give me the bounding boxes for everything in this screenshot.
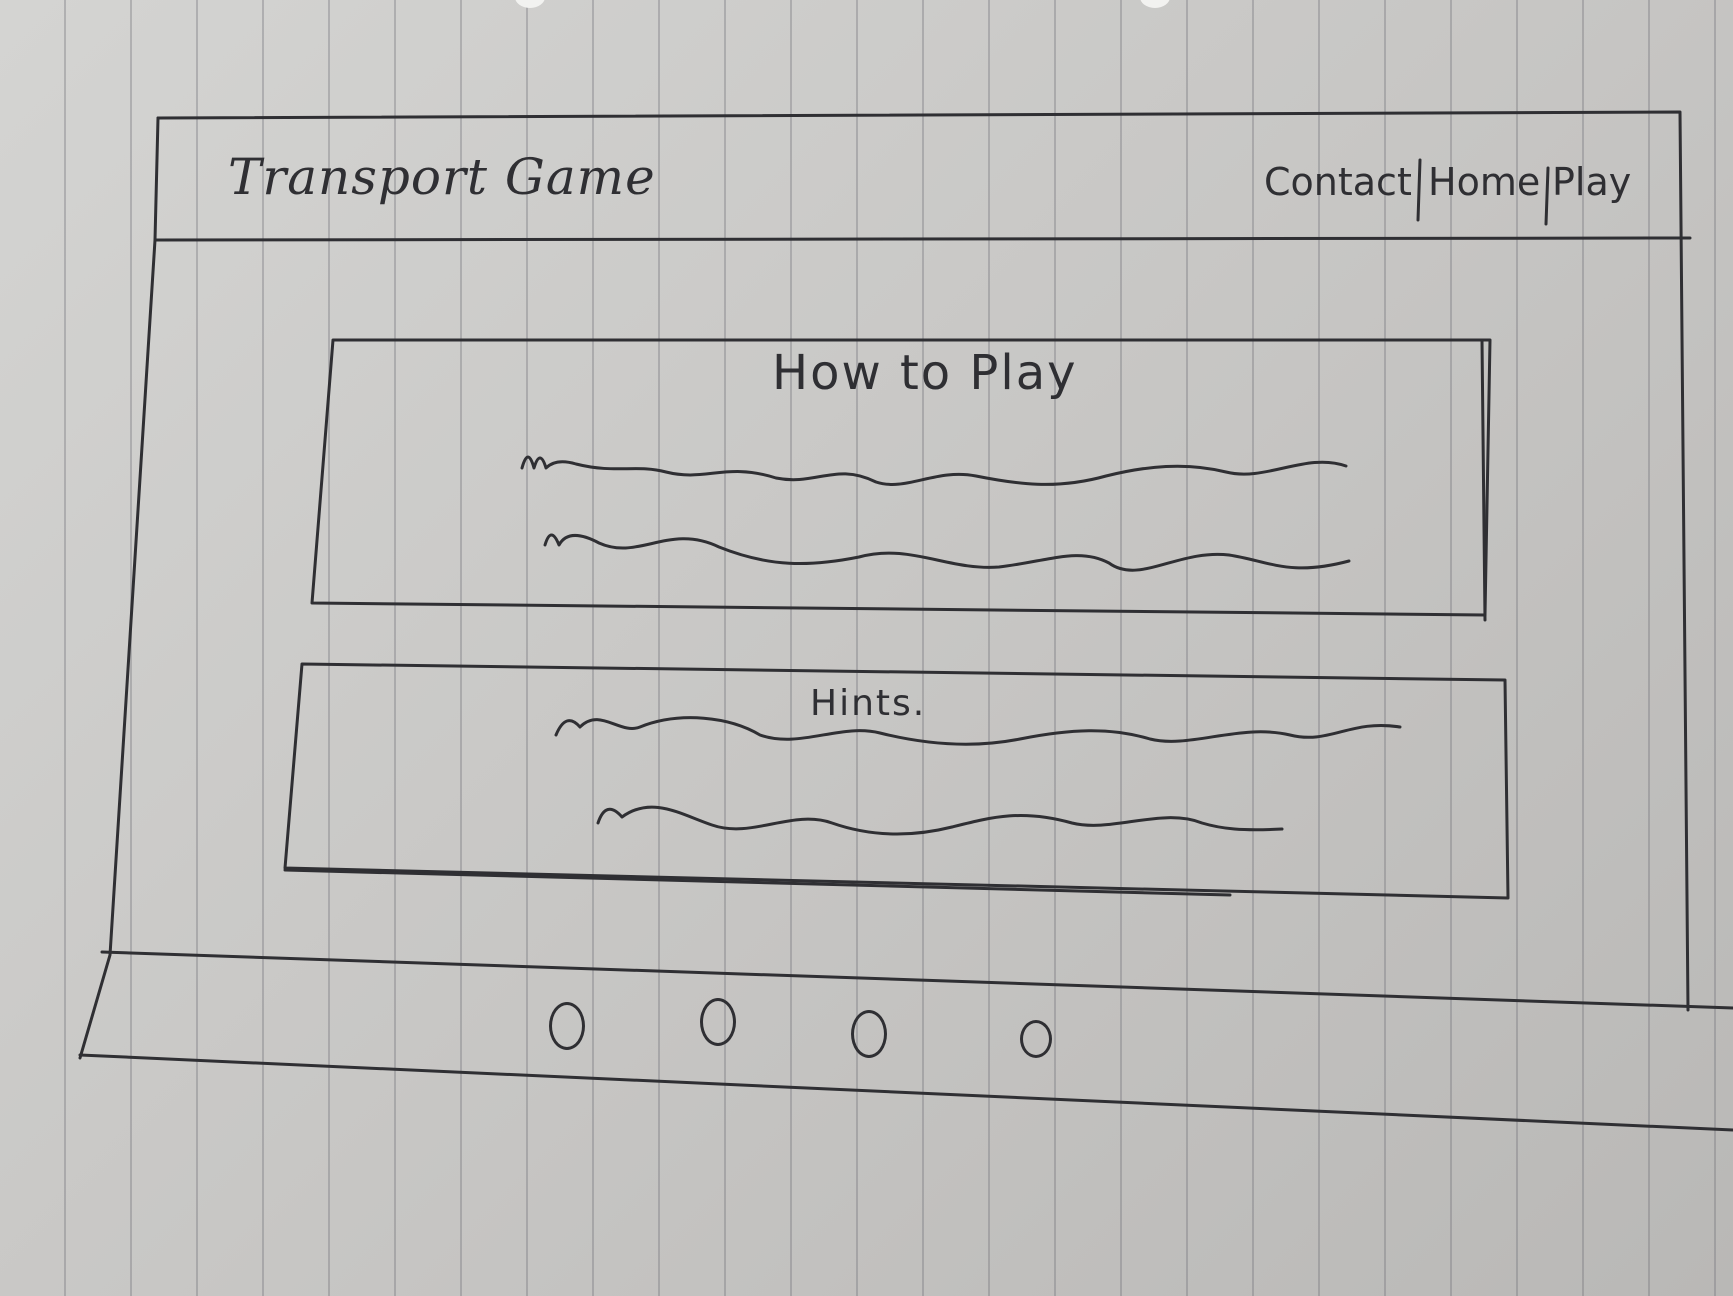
circle-icon[interactable]	[1020, 1020, 1052, 1058]
nav-contact-link[interactable]: Contact	[1264, 160, 1412, 204]
text-line-placeholder	[543, 533, 1351, 572]
circle-icon[interactable]	[851, 1010, 887, 1058]
punch-hole	[515, 0, 545, 8]
footer-divider	[100, 950, 1733, 1010]
hints-heading: Hints.	[810, 683, 927, 724]
circle-icon[interactable]	[700, 998, 736, 1046]
site-title: Transport Game	[228, 148, 656, 206]
page-frame-bottom	[78, 1053, 1733, 1132]
page-frame-left	[78, 116, 160, 1060]
text-line-placeholder	[596, 805, 1284, 836]
page-frame	[156, 110, 1690, 1012]
nav-play-link[interactable]: Play	[1552, 160, 1632, 204]
nav-divider	[1544, 166, 1550, 226]
text-line-placeholder	[554, 716, 1402, 746]
nav-divider	[1416, 158, 1422, 222]
circle-icon[interactable]	[549, 1002, 585, 1050]
text-line-placeholder	[520, 455, 1348, 486]
header-divider	[153, 236, 1692, 242]
nav-home-link[interactable]: Home	[1428, 160, 1541, 204]
how-to-play-heading: How to Play	[772, 345, 1078, 401]
punch-hole	[1140, 0, 1170, 8]
hints-panel	[283, 662, 1510, 900]
